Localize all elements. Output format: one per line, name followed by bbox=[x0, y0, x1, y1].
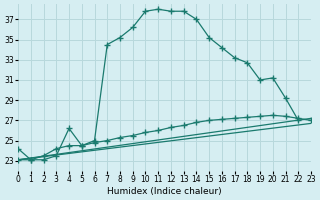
X-axis label: Humidex (Indice chaleur): Humidex (Indice chaleur) bbox=[107, 187, 222, 196]
